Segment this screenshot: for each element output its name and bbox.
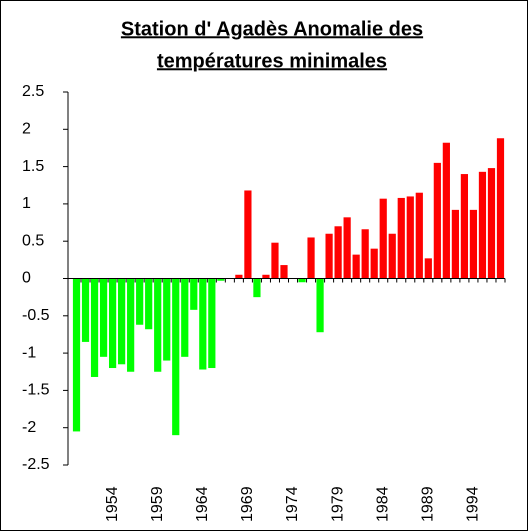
bar [90, 278, 99, 377]
bar [163, 278, 171, 361]
bar [181, 278, 189, 357]
bar [379, 198, 387, 279]
x-tick-label: 1954 [104, 486, 121, 522]
bar [154, 278, 162, 372]
x-tick-label: 1974 [284, 486, 301, 522]
y-tick-label: -2 [22, 419, 36, 436]
bar [451, 209, 459, 279]
bar [415, 192, 423, 279]
bar [388, 233, 396, 279]
bar [99, 278, 108, 357]
bar [469, 209, 478, 279]
bar [280, 265, 288, 279]
bar [108, 278, 117, 369]
bar [136, 278, 144, 325]
x-tick-label: 1994 [465, 486, 482, 522]
bar [262, 274, 270, 279]
y-tick-label: -0.5 [22, 307, 50, 324]
bar [334, 226, 342, 279]
bar [496, 138, 505, 279]
bar [81, 278, 90, 342]
bar [172, 278, 180, 436]
bar [343, 217, 351, 279]
bar [316, 278, 324, 333]
bar [460, 174, 469, 279]
x-tick-label: 1984 [374, 486, 391, 522]
y-tick-label: -2.5 [22, 456, 50, 473]
bar [352, 254, 360, 279]
bar [424, 258, 432, 279]
bar [118, 278, 126, 365]
bar [253, 278, 261, 298]
chart-title: Station d' Agadès Anomalie des [121, 18, 423, 40]
y-tick-label: 1 [22, 195, 31, 212]
bar [406, 196, 414, 279]
x-tick-label: 1964 [194, 486, 211, 522]
bar [478, 171, 487, 279]
chart-title: températures minimales [157, 50, 387, 72]
x-tick-label: 1969 [239, 486, 256, 522]
y-tick-label: 2 [22, 121, 31, 138]
bar [298, 278, 306, 283]
bar [127, 278, 135, 372]
bar [442, 142, 450, 279]
bar [271, 242, 279, 279]
x-tick-label: 1959 [149, 486, 166, 522]
y-tick-label: 0.5 [22, 232, 44, 249]
bar [370, 248, 378, 279]
bar [433, 162, 441, 279]
bar [190, 278, 198, 310]
bar [397, 197, 405, 279]
bar [208, 278, 216, 369]
bar [487, 168, 496, 279]
y-tick-label: -1.5 [22, 382, 50, 399]
y-tick-label: 2.5 [22, 83, 44, 100]
bar [199, 278, 207, 370]
bar [307, 237, 315, 279]
bar [244, 190, 252, 279]
bar [361, 229, 369, 279]
y-tick-label: 0 [22, 270, 31, 287]
bar [235, 274, 243, 279]
bar [217, 278, 225, 281]
bar [72, 278, 81, 432]
bar [325, 233, 333, 279]
x-tick-label: 1979 [329, 486, 346, 522]
y-tick-label: -1 [22, 344, 36, 361]
y-tick-label: 1.5 [22, 158, 44, 175]
bar [145, 278, 153, 330]
x-tick-label: 1989 [420, 486, 437, 522]
